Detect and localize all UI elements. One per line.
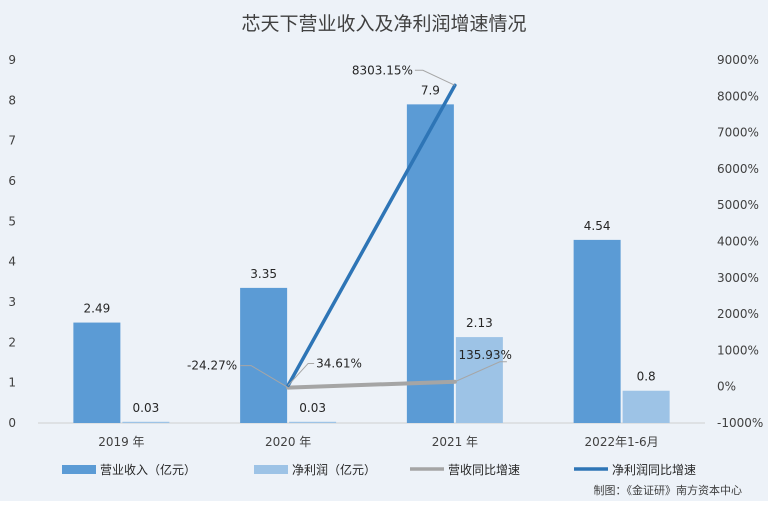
x-axis-tick-label: 2020 年 [265,435,311,449]
right-axis: -1000% 0% 1000% 2000% 3000% 4000% 5000% 6000% 70… [717,53,763,430]
chart-title: 芯天下营业收入及净利润增速情况 [241,13,526,35]
revenue-data-label: 2.49 [84,302,111,316]
revenue-growth-line [286,379,457,390]
revenue-data-label: 4.54 [584,219,611,233]
left-axis-tick-label: 7 [8,134,16,148]
legend: 营业收入（亿元） 净利润（亿元） 营收同比增速 净利润同比增速 [62,462,696,477]
revenue-growth-label: 135.93% [458,348,511,362]
left-axis-tick-label: 9 [8,53,16,67]
revenue-bar [73,322,121,423]
left-axis-tick-label: 4 [8,255,16,269]
legend-swatch-bar [62,465,96,474]
right-axis-tick-label: -1000% [717,416,763,430]
bars [73,104,670,423]
profit-bar [622,390,670,423]
revenue-growth-leader-line [240,365,289,389]
revenue-data-label: 7.9 [421,83,440,97]
revenue-growth-label: -24.27% [187,359,237,373]
revenue-bar [240,287,288,423]
legend-label: 营收同比增速 [448,463,520,477]
right-axis-tick-label: 5000% [717,198,759,212]
profit-bar [455,337,503,423]
right-axis-tick-label: 9000% [717,53,759,67]
legend-label: 净利润（亿元） [292,462,376,477]
left-axis-tick-label: 6 [8,174,16,188]
right-axis-tick-label: 3000% [717,271,759,285]
profit-growth-line [286,83,457,388]
profit-bar [289,421,337,423]
profit-growth-label: 34.61% [316,356,362,370]
left-axis-tick-label: 3 [8,295,16,309]
legend-label: 净利润同比增速 [612,463,696,477]
right-axis-tick-label: 7000% [717,126,759,140]
right-axis-tick-label: 6000% [717,162,759,176]
left-axis-tick-label: 0 [8,416,16,430]
legend-swatch-bar [254,465,288,474]
x-axis: 2019 年 2020 年 2021 年 2022年1-6月 [98,435,659,449]
legend-label: 营业收入（亿元） [100,462,196,477]
revenue-bar [406,104,454,423]
data-labels: 2.49 0.03 3.35 0.03 7.9 2.13 4.54 0.8 -24.27% 135… [84,63,656,414]
growth-lines [286,83,457,390]
right-axis-tick-label: 2000% [717,307,759,321]
profit-growth-leader-line [287,362,315,386]
revenue-growth-leader-line [454,361,507,383]
profit-data-label: 0.03 [133,401,160,415]
left-axis: 0 1 2 3 4 5 6 7 8 9 [8,53,16,430]
revenue-data-label: 3.35 [250,267,277,281]
right-axis-tick-label: 4000% [717,235,759,249]
left-axis-tick-label: 2 [8,335,16,349]
right-axis-tick-label: 1000% [717,343,759,357]
right-axis-tick-label: 8000% [717,89,759,103]
right-axis-tick-label: 0% [717,380,736,394]
revenue-bar [573,239,621,423]
profit-data-label: 0.8 [637,370,656,384]
profit-data-label: 2.13 [466,316,493,330]
x-axis-tick-label: 2019 年 [98,435,144,449]
profit-growth-leader-line [414,69,456,86]
left-axis-tick-label: 1 [8,376,16,390]
x-axis-tick-label: 2022年1-6月 [585,435,659,449]
left-axis-tick-label: 5 [8,214,16,228]
x-axis-tick-label: 2021 年 [432,435,478,449]
credit-text: 制图：《金证研》南方资本中心 [594,483,743,497]
profit-data-label: 0.03 [299,401,326,415]
left-axis-tick-label: 8 [8,93,16,107]
profit-growth-label: 8303.15% [352,63,413,77]
profit-bar [122,421,170,423]
